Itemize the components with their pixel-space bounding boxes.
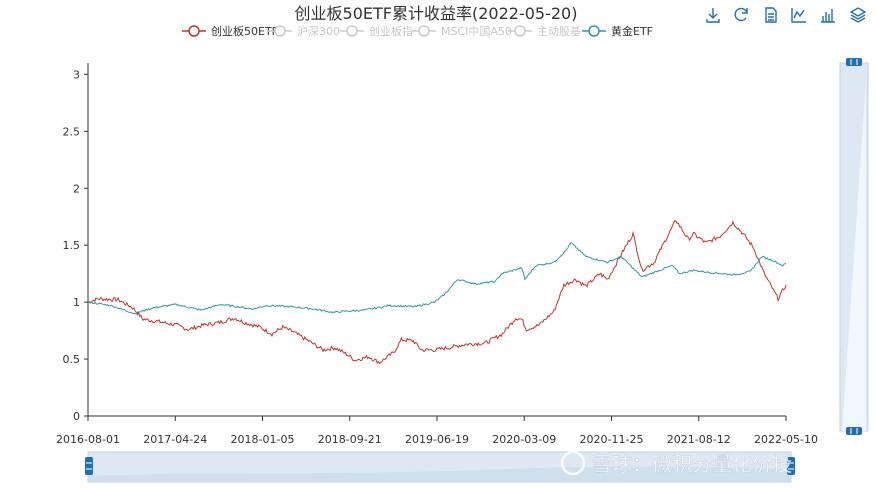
legend-item[interactable]: 创业板指: [340, 24, 413, 38]
legend-item[interactable]: 黄金ETF: [582, 24, 653, 38]
horizontal-zoom-handle-right[interactable]: [787, 457, 795, 475]
x-tick-label: 2017-04-24: [143, 433, 207, 446]
y-axis-ticks: 0 0.5 1 1.5 2 2.5 3: [63, 68, 88, 423]
watermark: 雪球：微积分量化价投: [560, 450, 792, 476]
legend: 创业板50ETF 沪深300 创业板指 MSCI中国A50 主动股基 黄金ETF: [182, 24, 653, 38]
vertical-zoom-slider[interactable]: [839, 58, 869, 435]
legend-item[interactable]: 创业板50ETF: [182, 24, 278, 38]
y-tick-label: 0.5: [63, 353, 81, 366]
vertical-zoom-handle-top[interactable]: [846, 58, 862, 66]
x-tick-label: 2021-08-12: [667, 433, 731, 446]
legend-circle-icon: [274, 25, 286, 37]
y-tick-label: 0: [73, 410, 80, 423]
horizontal-zoom-handle-left[interactable]: [85, 457, 93, 475]
horizontal-zoom-preview: [88, 466, 791, 482]
x-tick-label: 2016-08-01: [56, 433, 120, 446]
x-tick-label: 2018-09-21: [318, 433, 382, 446]
legend-label: 沪深300: [297, 24, 340, 38]
y-tick-label: 1.5: [63, 239, 81, 252]
y-tick-label: 1: [73, 296, 80, 309]
legend-label: 创业板50ETF: [211, 24, 278, 38]
series-line-gold-etf: [87, 241, 787, 315]
legend-item[interactable]: 沪深300: [268, 24, 340, 38]
legend-item[interactable]: 主动股基: [508, 25, 581, 38]
watermark-logo-icon: [560, 450, 586, 476]
legend-circle-icon: [188, 25, 200, 37]
legend-label: 黄金ETF: [611, 24, 653, 38]
vertical-zoom-preview: [842, 80, 866, 431]
legend-item[interactable]: MSCI中国A50: [412, 25, 512, 38]
stack-icon[interactable]: [849, 7, 867, 23]
x-tick-label: 2018-01-05: [231, 433, 295, 446]
series-layer: [87, 220, 787, 365]
series-line-chinext50-etf: [87, 220, 787, 365]
vertical-zoom-handle-bottom[interactable]: [846, 427, 862, 435]
legend-label: MSCI中国A50: [441, 25, 512, 38]
y-tick-label: 2: [73, 182, 80, 195]
download-icon[interactable]: [706, 8, 720, 23]
horizontal-zoom-slider[interactable]: [85, 451, 795, 483]
refresh-icon[interactable]: [734, 7, 748, 22]
watermark-text: 雪球：微积分量化价投: [592, 452, 792, 476]
legend-circle-icon: [346, 25, 358, 37]
x-tick-label: 2020-03-09: [492, 433, 556, 446]
legend-circle-icon: [418, 25, 430, 37]
toolbox: [706, 7, 867, 23]
chart-title: 创业板50ETF累计收益率(2022-05-20): [295, 4, 578, 23]
y-tick-label: 2.5: [63, 125, 81, 138]
legend-circle-icon: [514, 25, 526, 37]
legend-circle-icon: [588, 25, 600, 37]
y-tick-label: 3: [73, 68, 80, 81]
x-tick-label: 2019-06-19: [405, 433, 469, 446]
x-tick-label: 2022-05-10: [754, 433, 818, 446]
x-tick-label: 2020-11-25: [580, 433, 644, 446]
legend-label: 主动股基: [537, 25, 581, 38]
line-chart-icon[interactable]: [791, 8, 806, 23]
data-view-icon[interactable]: [765, 7, 777, 23]
bar-chart-icon[interactable]: [821, 9, 835, 23]
legend-label: 创业板指: [369, 24, 413, 38]
x-axis-ticks: 2016-08-01 2017-04-24 2018-01-05 2018-09-21…: [56, 416, 818, 446]
